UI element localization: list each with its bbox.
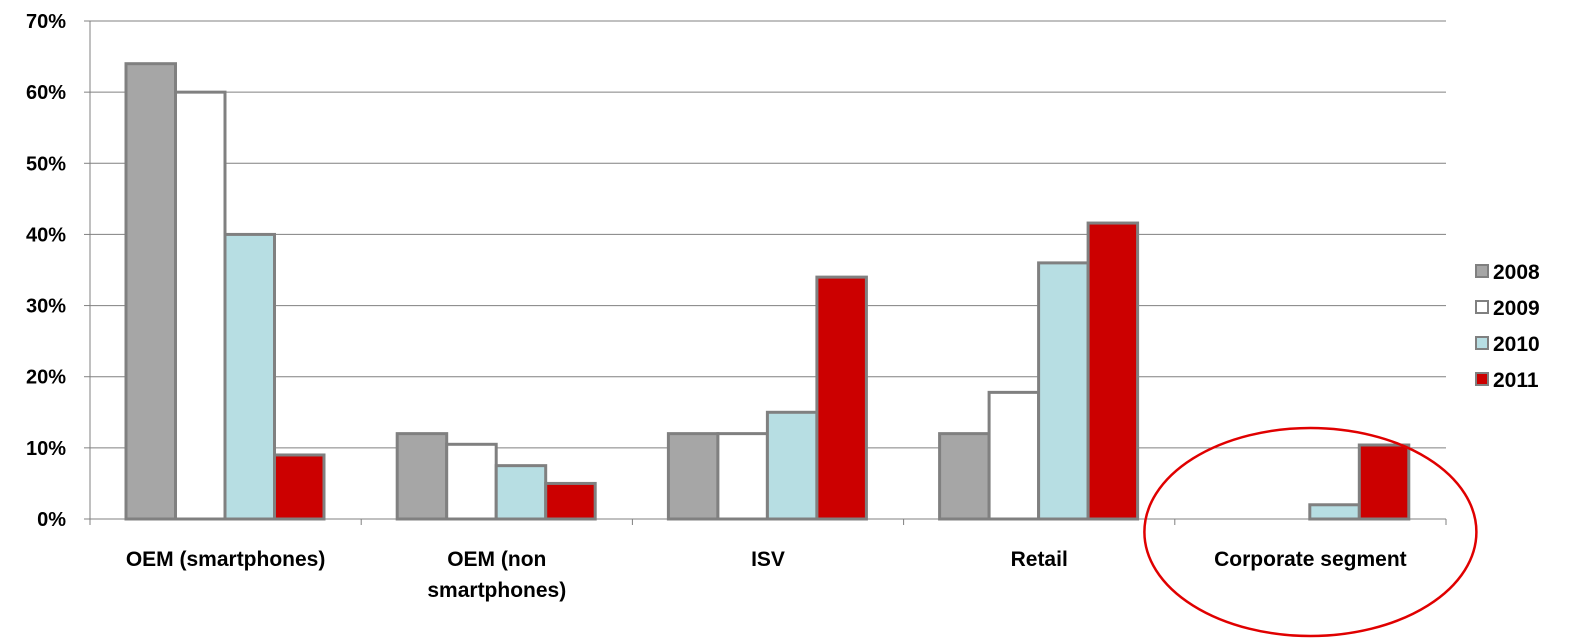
annotations: [1143, 426, 1478, 638]
category-label-line: OEM (non: [447, 548, 546, 571]
axes: [84, 20, 1447, 525]
legend: 2008 2009 2010 2011: [1475, 261, 1540, 392]
bar-2008-1: [395, 432, 449, 521]
bar-2009-3: [987, 390, 1041, 521]
category-label-line: ISV: [751, 548, 785, 571]
bar-2008-2: [666, 432, 720, 521]
category-label: Corporate segment: [1214, 548, 1407, 571]
legend-swatch-2011: [1475, 372, 1489, 386]
bar-2009-0: [174, 90, 227, 521]
y-tick-label: 60%: [26, 82, 66, 104]
grid-lines: [90, 20, 1446, 449]
category-label: Retail: [1011, 548, 1068, 571]
y-tick-label: 20%: [26, 367, 66, 389]
bars: [124, 62, 1411, 521]
legend-label-2009: 2009: [1493, 297, 1540, 320]
bar-2011-0: [273, 453, 326, 521]
bar-2009-1: [445, 442, 498, 521]
bar-2008-0: [124, 62, 177, 521]
legend-swatch-2009: [1475, 300, 1489, 314]
category-label-line: Corporate segment: [1214, 548, 1407, 571]
legend-label-2008: 2008: [1493, 261, 1540, 284]
bar-2010-4: [1308, 503, 1361, 521]
legend-label-2011: 2011: [1493, 369, 1539, 392]
y-tick-label: 70%: [26, 11, 66, 33]
category-label: OEM (smartphones): [126, 548, 326, 571]
bar-2010-2: [765, 410, 819, 521]
bar-2010-0: [223, 232, 276, 521]
category-label-line: Retail: [1011, 548, 1068, 571]
category-labels: OEM (smartphones) OEM (non smartphones) ISV…: [126, 548, 1407, 602]
y-tick-label: 0%: [37, 509, 66, 531]
y-tick-label: 10%: [26, 438, 66, 460]
category-label-line: OEM (smartphones): [126, 548, 326, 571]
annotation-ellipse: [1143, 426, 1478, 638]
bar-2011-2: [815, 275, 868, 521]
bar-2011-3: [1086, 221, 1140, 521]
category-label: OEM (non smartphones): [427, 548, 566, 602]
legend-swatch-2008: [1475, 264, 1489, 278]
legend-label-2010: 2010: [1493, 333, 1540, 356]
bar-2010-3: [1037, 261, 1090, 521]
bar-2010-1: [494, 464, 548, 521]
bar-2011-1: [544, 481, 597, 521]
bar-2011-4: [1357, 443, 1411, 521]
y-tick-labels: 0% 10% 20% 30% 40% 50% 60% 70%: [26, 11, 66, 531]
y-tick-label: 30%: [26, 296, 66, 318]
category-label-line: smartphones): [427, 579, 566, 602]
bar-2008-3: [938, 432, 991, 521]
y-tick-label: 40%: [26, 224, 66, 246]
bar-2009-2: [716, 432, 769, 521]
category-label: ISV: [751, 548, 785, 571]
y-tick-label: 50%: [26, 153, 66, 175]
legend-swatch-2010: [1475, 336, 1489, 350]
